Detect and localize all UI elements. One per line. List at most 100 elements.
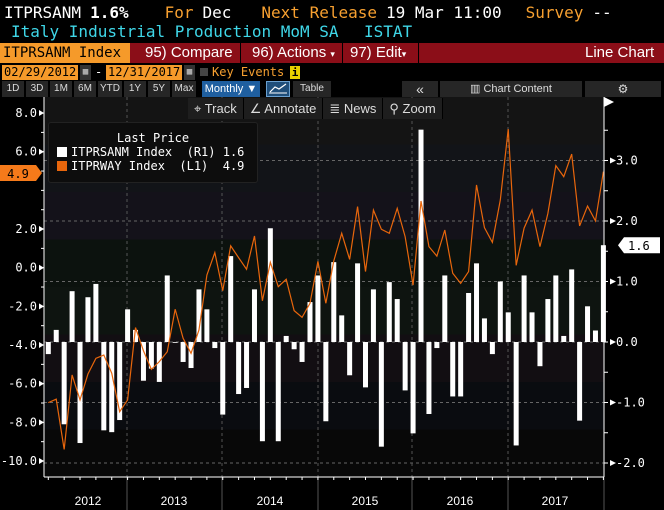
bar xyxy=(481,318,487,342)
bar xyxy=(109,342,115,433)
next-release-label: Next Release xyxy=(261,3,377,22)
bar xyxy=(513,342,519,446)
year-label: 2013 xyxy=(161,494,188,508)
crosshair-icon: ⌖ xyxy=(194,101,205,116)
security-input[interactable]: ITPRSANM Index xyxy=(0,43,130,63)
zoom-button[interactable]: ⚲ Zoom xyxy=(383,98,443,119)
bar xyxy=(148,342,154,369)
calendar-icon[interactable]: ▦ xyxy=(184,65,195,80)
bar xyxy=(93,283,99,342)
bar xyxy=(236,342,242,395)
bar xyxy=(259,342,265,442)
table-button[interactable]: Table xyxy=(293,81,331,97)
tick-marker xyxy=(610,278,616,285)
period-button-1m[interactable]: 1M xyxy=(50,81,72,97)
menu-bar: ITPRSANM Index 95) Compare 96) Actions ▾… xyxy=(0,43,664,63)
bar xyxy=(220,342,226,415)
actions-button[interactable]: 96) Actions ▾ xyxy=(252,44,335,61)
annotate-label: Annotate xyxy=(264,101,317,116)
period-button-6m[interactable]: 6M xyxy=(74,81,96,97)
news-button[interactable]: ≣ News xyxy=(323,98,384,119)
left-tick-label: 6.0 xyxy=(15,145,37,159)
right-tick-label: 2.0 xyxy=(616,214,638,228)
bar xyxy=(275,342,281,442)
tick-marker xyxy=(610,157,616,164)
bar xyxy=(180,342,186,362)
bar xyxy=(592,330,598,342)
bar xyxy=(418,129,424,342)
bar xyxy=(101,342,107,431)
year-label: 2014 xyxy=(257,494,284,508)
bar xyxy=(244,342,250,388)
bar xyxy=(378,342,384,447)
end-date-input[interactable]: 12/31/2017 xyxy=(106,65,182,80)
bar xyxy=(442,275,448,342)
bar xyxy=(347,342,353,376)
period-button-1d[interactable]: 1D xyxy=(2,81,24,97)
collapse-button[interactable]: « xyxy=(402,81,438,97)
legend-item-itprway[interactable]: ITPRWAY Index (L1) 4.9 xyxy=(49,159,257,173)
period-button-max[interactable]: Max xyxy=(172,81,196,97)
for-label: For xyxy=(164,3,194,22)
bar xyxy=(188,342,194,369)
chart-content-button[interactable]: ▥ Chart Content xyxy=(440,81,582,97)
key-events-label: Key Events xyxy=(212,65,285,79)
period-button-1y[interactable]: 1Y xyxy=(124,81,146,97)
start-date-input[interactable]: 02/29/2012 xyxy=(2,65,78,80)
edit-label: 97) Edit xyxy=(350,44,402,61)
chevron-down-icon: ▾ xyxy=(401,49,407,59)
key-events-checkbox[interactable] xyxy=(200,68,208,76)
pencil-icon: ∠ xyxy=(249,101,265,116)
bar xyxy=(267,228,273,342)
period-button-ytd[interactable]: YTD xyxy=(98,81,122,97)
chart-type-button[interactable]: Line Chart xyxy=(585,44,655,61)
year-label: 2012 xyxy=(75,494,102,508)
chart-content-label: Chart Content xyxy=(483,83,552,95)
bar xyxy=(505,312,511,342)
quote-line: ITPRSANM 1.6% For Dec Next Release 19 Ma… xyxy=(4,3,612,22)
last-value-right: 1.6 xyxy=(628,239,650,253)
period-button-3d[interactable]: 3D xyxy=(26,81,48,97)
track-button[interactable]: ⌖ Track xyxy=(188,98,244,119)
annotate-button[interactable]: ∠ Annotate xyxy=(243,98,324,119)
period-button-5y[interactable]: 5Y xyxy=(148,81,170,97)
bar xyxy=(394,299,400,342)
legend-item-itprsanm[interactable]: ITPRSANM Index (R1) 1.6 xyxy=(49,145,257,159)
bar xyxy=(569,269,575,342)
bar xyxy=(466,292,472,342)
bar xyxy=(600,245,606,342)
calendar-icon[interactable]: ▦ xyxy=(80,65,91,80)
news-icon: ≣ xyxy=(329,101,344,116)
line-chart-icon[interactable] xyxy=(266,81,290,97)
bar xyxy=(450,342,456,397)
bar xyxy=(402,342,408,391)
survey-value: -- xyxy=(592,3,612,22)
security-title: Italy Industrial Production MoM SA xyxy=(11,22,339,41)
frequency-dropdown[interactable]: Monthly ▼ xyxy=(202,81,260,97)
bar xyxy=(585,306,591,342)
bar xyxy=(363,342,368,388)
legend-swatch xyxy=(57,147,67,157)
left-tick-label: -8.0 xyxy=(8,415,37,429)
track-label: Track xyxy=(204,101,237,116)
bar xyxy=(497,281,503,342)
bar xyxy=(45,342,51,355)
info-icon[interactable]: i xyxy=(290,66,300,79)
settings-gear-icon[interactable]: ⚙ xyxy=(585,81,661,97)
bar xyxy=(315,275,321,342)
tick-marker xyxy=(610,339,616,345)
bar xyxy=(212,342,218,349)
bar xyxy=(53,329,59,342)
chart-area[interactable]: 8.0 6.0 2.0 0.0 -2.0 -4.0 -6.0 -8.0 -10.0 3.0 2.0 1… xyxy=(0,97,664,510)
right-tick-label: 3.0 xyxy=(616,154,638,168)
left-tick-label: 8.0 xyxy=(15,106,37,120)
bar xyxy=(537,342,543,367)
left-tick-label: -2.0 xyxy=(8,299,37,313)
bar xyxy=(140,342,146,381)
compare-button[interactable]: 95) Compare xyxy=(145,44,233,61)
chevron-down-icon: ▾ xyxy=(330,49,335,59)
edit-button[interactable]: 97) Edit▾ xyxy=(350,44,406,61)
last-value-left: 4.9 xyxy=(7,167,29,181)
legend-swatch xyxy=(57,161,67,171)
bar xyxy=(172,342,178,343)
